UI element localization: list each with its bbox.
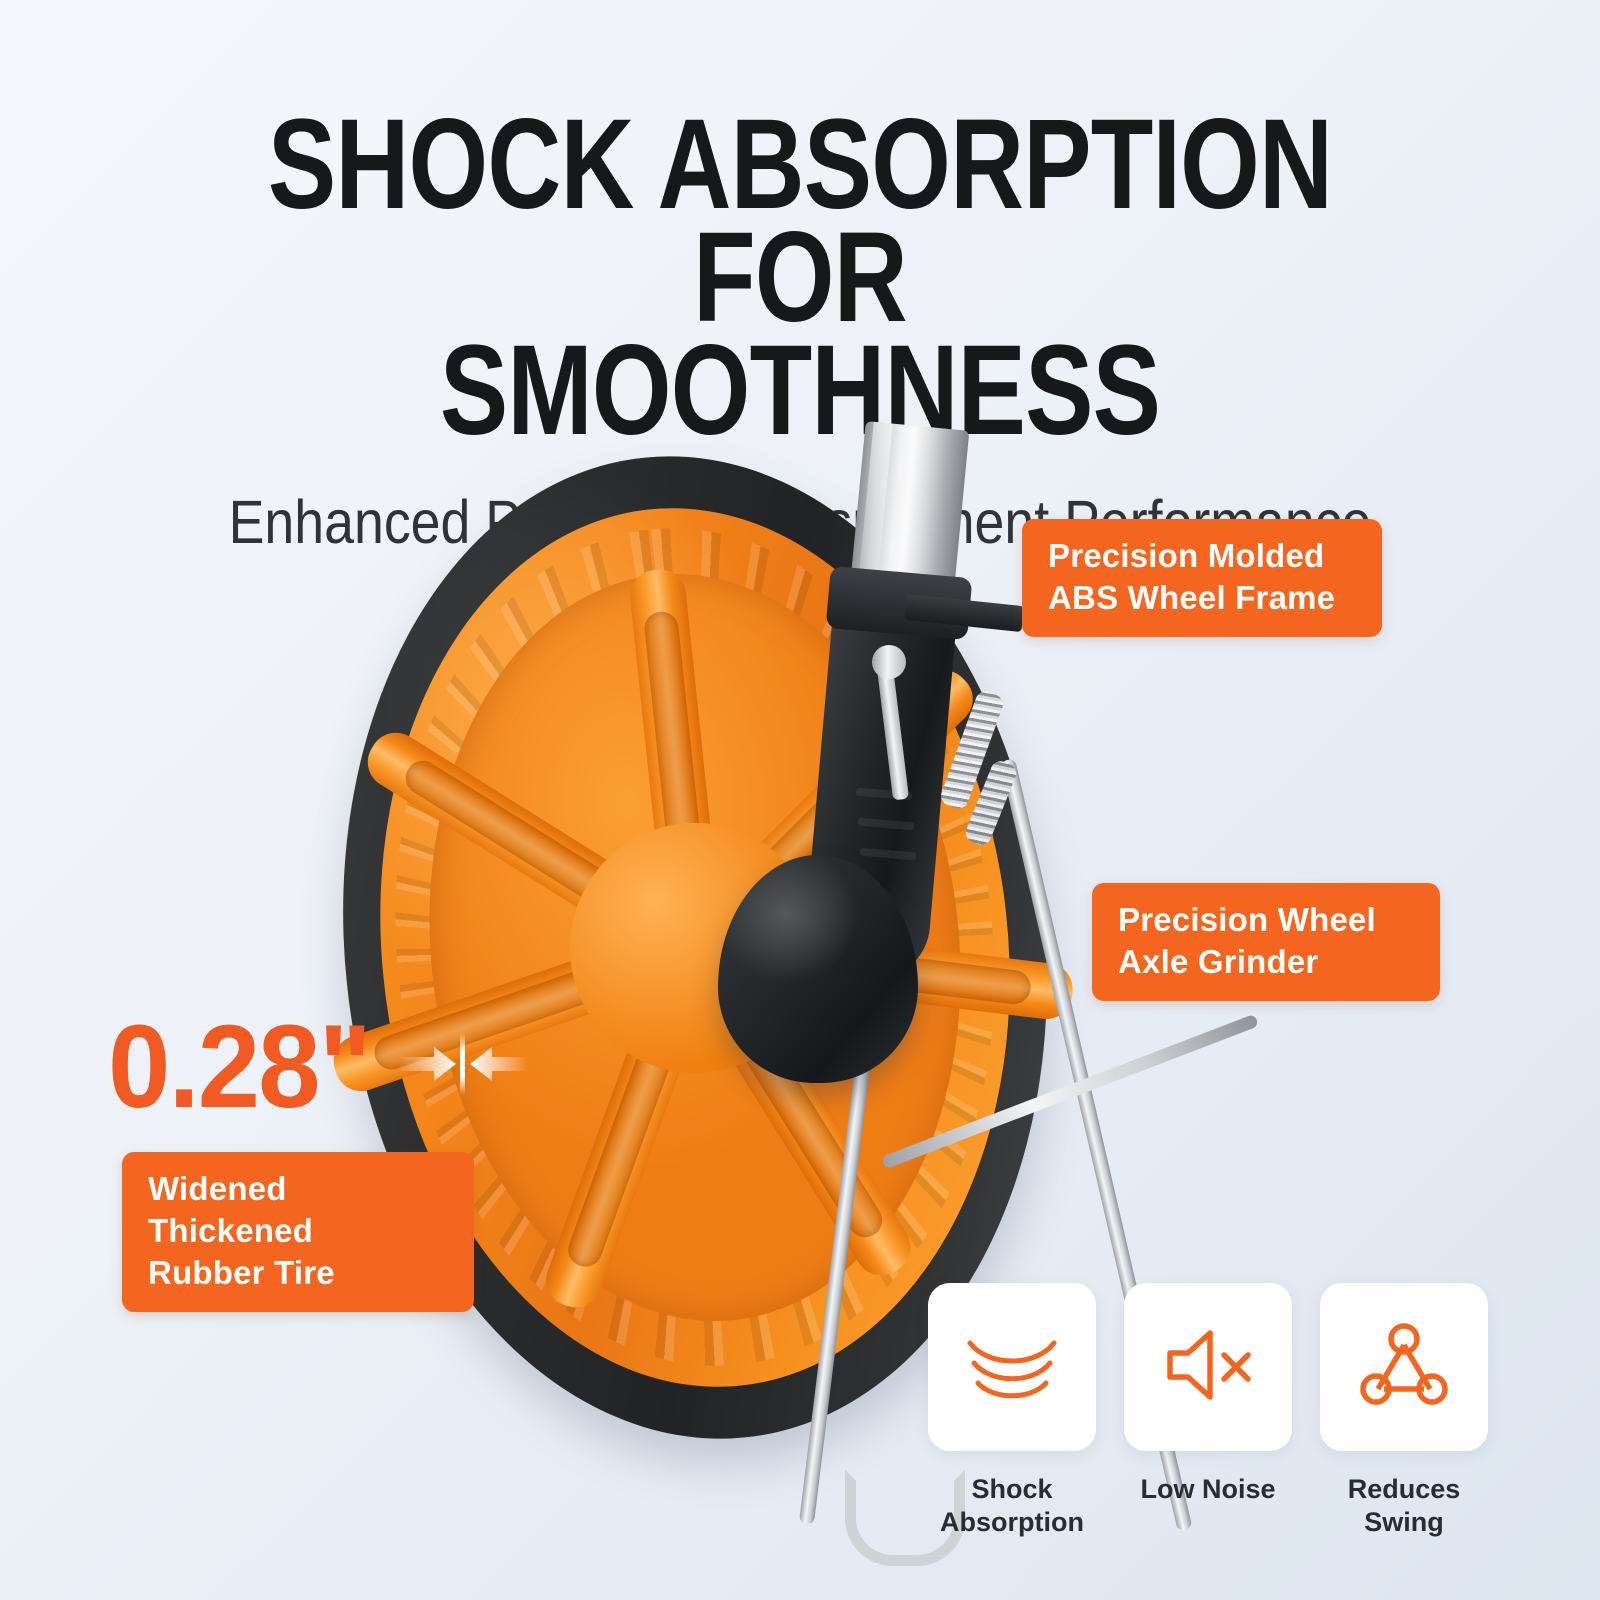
feature-low-noise[interactable]: Low Noise [1124,1283,1292,1539]
axle-hub-cap [718,855,918,1083]
speaker-mute-icon [1160,1323,1256,1412]
feature-shock-absorption[interactable]: Shock Absorption [928,1283,1096,1539]
tire-thickness-value: 0.28" [108,1001,372,1133]
feature-card[interactable] [1320,1283,1488,1451]
thickness-tick [460,1033,465,1095]
feature-label: Low Noise [1140,1474,1276,1504]
shock-wave-icon [964,1327,1060,1408]
badge-widened-thickened-rubber-tire[interactable]: Widened Thickened Rubber Tire [122,1152,474,1312]
feature-list: Shock Absorption Low Noise R [928,1283,1488,1539]
tire-thickness-callout: 0.28" [108,1001,384,1133]
page-title: SHOCK ABSORPTION FOR SMOOTHNESS [267,93,1333,462]
thickness-indicator [398,1033,528,1095]
release-lever-pivot [872,645,906,679]
feature-reduces-swing[interactable]: Reduces Swing [1320,1283,1488,1539]
feature-card[interactable] [1124,1283,1292,1451]
badge-precision-wheel-axle-grinder[interactable]: Precision Wheel Axle Grinder [1092,883,1440,1001]
chrome-wire-foot [845,1470,965,1566]
triangle-nodes-icon [1358,1322,1450,1412]
feature-label: Reduces Swing [1347,1474,1461,1537]
feature-label: Shock Absorption [940,1474,1084,1537]
badge-precision-molded-abs-wheel-frame[interactable]: Precision Molded ABS Wheel Frame [1022,519,1382,637]
feature-card[interactable] [928,1283,1096,1451]
